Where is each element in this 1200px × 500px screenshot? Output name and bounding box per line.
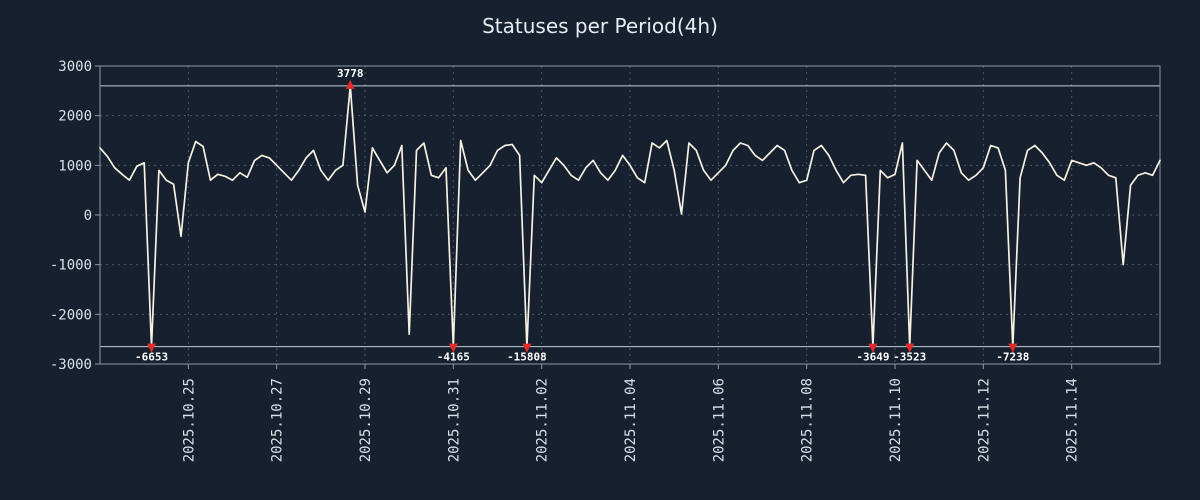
spike-marker-down [1008, 343, 1018, 353]
x-tick-label: 2025.11.06 [711, 378, 727, 462]
annotation-label: -15808 [507, 351, 547, 364]
spike-marker-up [345, 79, 355, 89]
annotation-label: -3649 [856, 351, 889, 364]
spike-marker-down [905, 343, 915, 353]
x-tick-label: 2025.10.31 [446, 378, 462, 462]
y-tick-label: -2000 [50, 307, 92, 323]
plot-area: -3000 -2000 -1000 0 1000 2000 3000 2025.10.25 20… [50, 59, 1161, 462]
x-tick-label: 2025.11.10 [888, 378, 904, 462]
y-tick-label: 3000 [58, 59, 92, 75]
x-tick-label: 2025.11.04 [623, 378, 639, 462]
annotation-label: -4165 [437, 351, 470, 364]
y-tick-label: 1000 [58, 158, 92, 174]
y-tick-label: 2000 [58, 109, 92, 125]
annotation-label: -6653 [135, 351, 168, 364]
x-tick-label: 2025.10.29 [358, 378, 374, 462]
x-tick-label: 2025.11.02 [535, 378, 551, 462]
spike-marker-down [448, 343, 458, 353]
y-tick-label: -3000 [50, 357, 92, 373]
y-tick-label: -1000 [50, 258, 92, 274]
x-tick-label: 2025.11.08 [800, 378, 816, 462]
x-tick-label: 2025.11.12 [976, 378, 992, 462]
x-tick-label: 2025.11.14 [1065, 378, 1081, 462]
spike-marker-down [868, 343, 878, 353]
x-tick-label: 2025.10.25 [181, 378, 197, 462]
plot-border [99, 65, 1161, 365]
data-line [99, 85, 1161, 348]
chart-title: Statuses per Period(4h) [482, 14, 718, 38]
annotation-label: -7238 [996, 351, 1029, 364]
annotation-label: -3523 [893, 351, 926, 364]
spike-marker-down [522, 343, 532, 353]
spike-marker-down [147, 343, 157, 353]
x-tick-label: 2025.10.27 [270, 378, 286, 462]
annotation-label: 3778 [337, 67, 364, 80]
y-tick-label: 0 [84, 208, 92, 224]
